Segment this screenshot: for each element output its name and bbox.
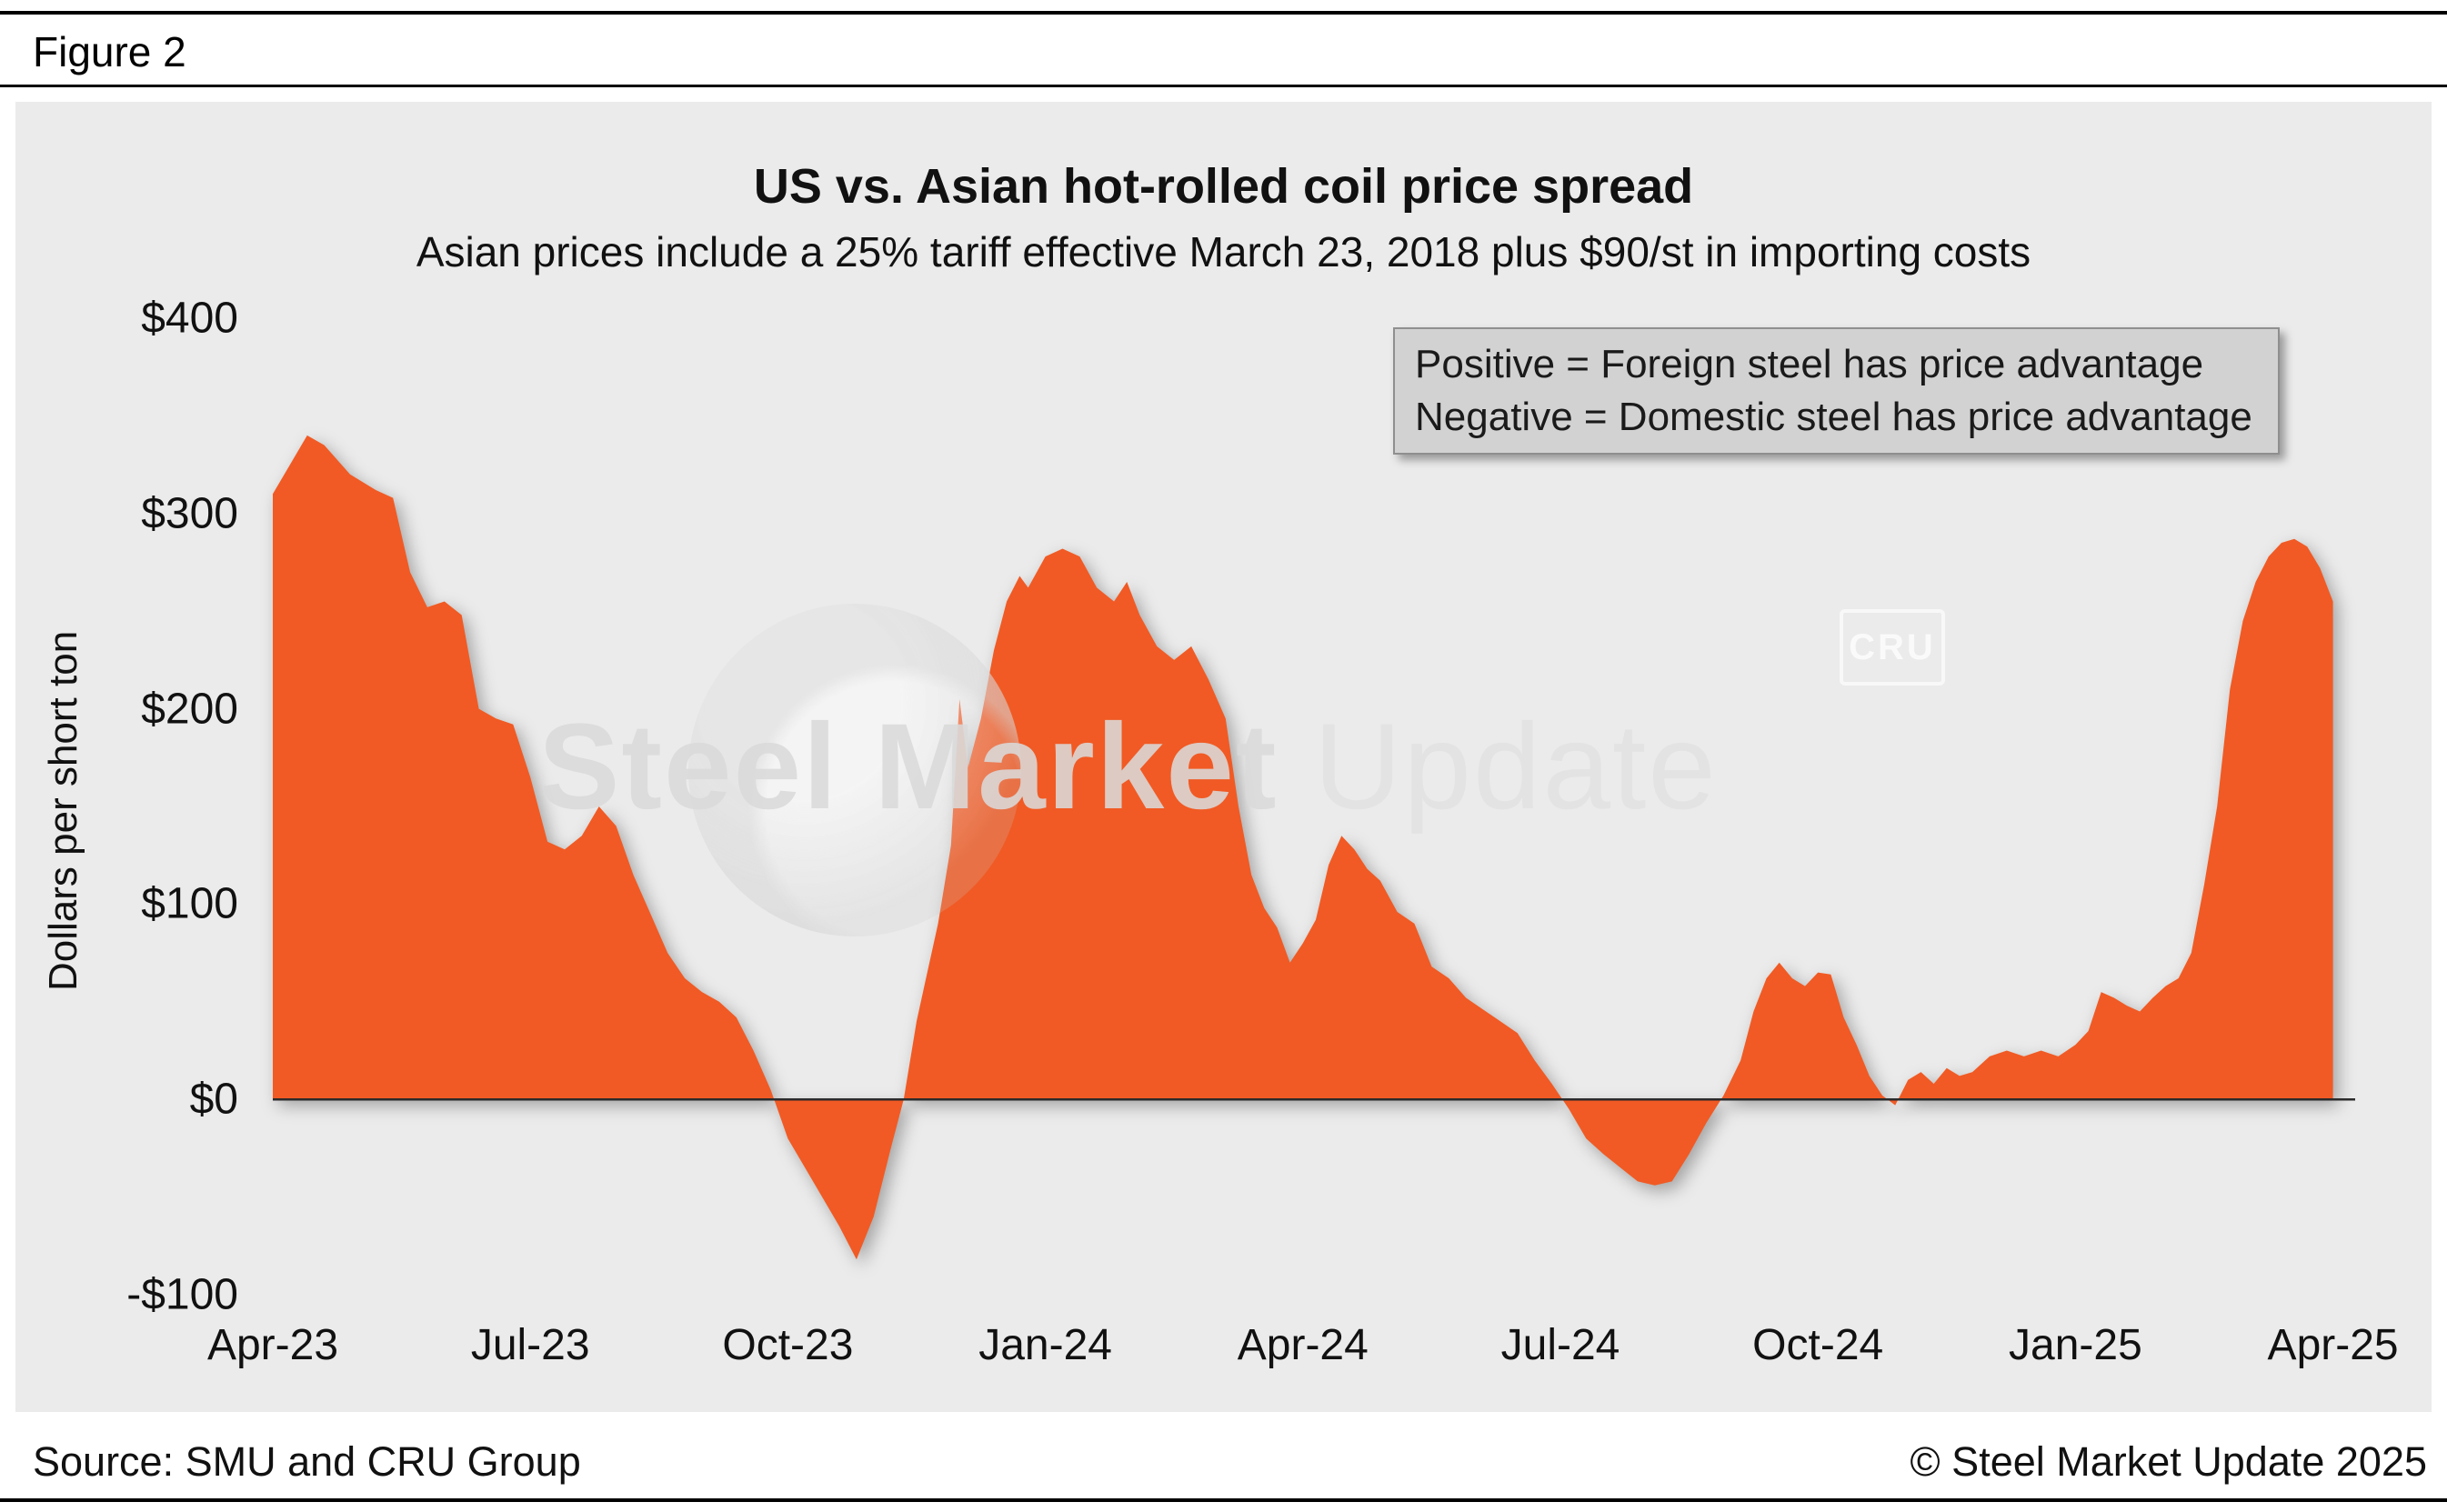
y-tick-label: $100: [141, 879, 238, 928]
x-tick-label: Jan-25: [2009, 1321, 2142, 1369]
x-tick-label: Apr-23: [206, 1321, 339, 1369]
x-tick-label: Jan-24: [978, 1321, 1112, 1369]
x-tick-label: Jul-24: [1500, 1321, 1620, 1369]
copyright-notice: © Steel Market Update 2025: [1910, 1438, 2427, 1485]
x-tick-label: Apr-25: [2267, 1321, 2399, 1369]
source-credit: Source: SMU and CRU Group: [33, 1438, 581, 1485]
x-tick-label: Oct-23: [722, 1321, 854, 1369]
y-tick-label: $200: [141, 685, 238, 734]
annotation-line-negative: Negative = Domestic steel has price adva…: [1415, 395, 2252, 439]
price-spread-area: [273, 435, 2333, 1260]
y-tick-label: $400: [141, 294, 238, 343]
annotation-box: Positive = Foreign steel has price advan…: [1393, 327, 2280, 455]
y-tick-label: $0: [189, 1075, 238, 1124]
chart-panel: US vs. Asian hot-rolled coil price sprea…: [15, 102, 2432, 1412]
chart-subtitle: Asian prices include a 25% tariff effect…: [416, 228, 2031, 275]
x-tick-label: Oct-24: [1752, 1321, 1884, 1369]
y-tick-label: -$100: [126, 1270, 238, 1319]
x-tick-label: Apr-24: [1237, 1321, 1369, 1369]
chart-title: US vs. Asian hot-rolled coil price sprea…: [753, 159, 1694, 214]
area-chart-plot: [273, 435, 2355, 1260]
x-tick-label: Jul-23: [470, 1321, 590, 1369]
bottom-rule: [0, 1498, 2447, 1502]
annotation-line-positive: Positive = Foreign steel has price advan…: [1415, 342, 2204, 386]
y-tick-label: $300: [141, 489, 238, 538]
figure-label: Figure 2: [33, 28, 186, 75]
y-axis-label: Dollars per short ton: [41, 630, 85, 992]
figure-footer: Source: SMU and CRU Group © Steel Market…: [0, 1438, 2447, 1493]
figure-header: Figure 2: [0, 11, 2447, 87]
